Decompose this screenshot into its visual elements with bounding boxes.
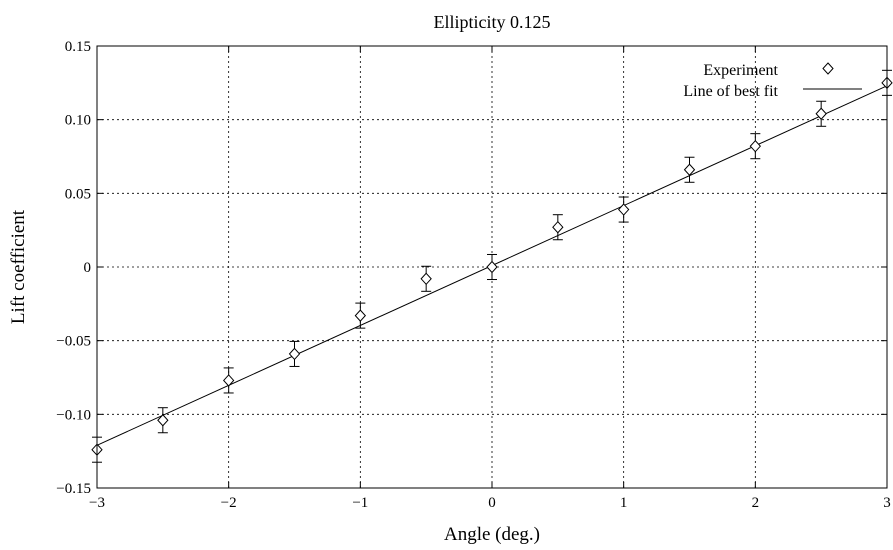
x-tick-label: −3 <box>89 495 105 511</box>
y-tick-label: 0.10 <box>65 113 91 129</box>
y-tick-label: 0.05 <box>65 186 91 202</box>
diamond-marker <box>552 220 564 234</box>
y-tick-label: −0.05 <box>56 334 91 350</box>
diamond-marker <box>617 203 630 216</box>
diamond-marker <box>157 413 169 427</box>
data-point <box>486 253 498 281</box>
data-point <box>815 100 827 127</box>
y-tick-label: −0.10 <box>56 407 91 423</box>
chart-title: Ellipticity 0.125 <box>434 12 551 32</box>
y-tick-labels: −0.15 −0.10 −0.05 0 0.05 0.10 0.15 <box>56 39 91 497</box>
legend-label-experiment: Experiment <box>703 62 778 79</box>
diamond-marker <box>749 139 762 153</box>
diamond-marker <box>486 260 498 274</box>
diamond-marker <box>420 272 432 286</box>
data-point <box>420 265 432 292</box>
diamond-marker <box>288 347 301 361</box>
data-point <box>617 196 630 223</box>
y-tick-label: 0 <box>84 260 92 276</box>
axis-ticks <box>96 45 888 489</box>
diamond-marker <box>222 374 235 387</box>
experiment-points <box>91 69 893 463</box>
y-axis-title: Lift coefficient <box>8 209 29 324</box>
diamond-marker <box>815 107 827 121</box>
legend-label-fit: Line of best fit <box>683 83 778 100</box>
y-tick-label: −0.15 <box>56 481 91 497</box>
diamond-marker <box>354 309 367 322</box>
x-tick-label: 1 <box>620 495 628 511</box>
x-tick-label: 2 <box>752 495 760 511</box>
legend: Experiment Line of best fit <box>683 62 862 100</box>
data-point <box>222 367 235 394</box>
legend-diamond-icon <box>822 62 834 75</box>
x-tick-labels: −3 −2 −1 0 1 2 3 <box>89 495 891 511</box>
data-point <box>157 407 169 434</box>
data-point <box>288 340 301 367</box>
y-tick-label: 0.15 <box>65 39 91 55</box>
data-point <box>683 156 696 183</box>
x-tick-label: 3 <box>883 495 891 511</box>
data-point <box>749 133 762 160</box>
x-tick-label: −1 <box>352 495 368 511</box>
x-tick-label: −2 <box>221 495 237 511</box>
diamond-marker <box>683 163 696 177</box>
data-point <box>552 214 564 241</box>
x-axis-title: Angle (deg.) <box>444 524 540 545</box>
data-point <box>354 302 367 329</box>
x-tick-label: 0 <box>488 495 496 511</box>
